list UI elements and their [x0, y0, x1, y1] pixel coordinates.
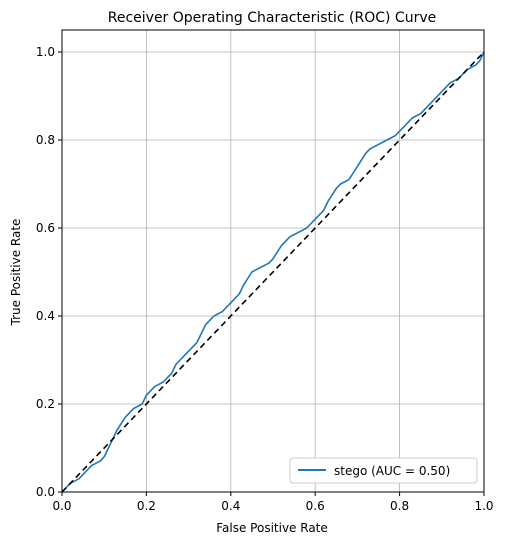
chart-title: Receiver Operating Characteristic (ROC) … [108, 10, 437, 26]
y-tick-label: 0.4 [36, 309, 55, 323]
legend: stego (AUC = 0.50) [289, 457, 478, 484]
x-tick-label: 0.6 [306, 499, 325, 513]
plot-frame [61, 29, 485, 493]
x-tick-label: 1.0 [474, 499, 493, 513]
y-tick-label: 1.0 [36, 45, 55, 59]
legend-label: stego (AUC = 0.50) [334, 464, 450, 478]
y-tick-label: 0.8 [36, 133, 55, 147]
series-layer [61, 51, 485, 493]
y-axis-title: True Positive Rate [9, 219, 23, 327]
legend-box [289, 457, 478, 484]
y-axis-ticks: 0.0 0.2 0.4 0.6 0.8 1.0 [36, 45, 62, 499]
roc-curve-line [61, 51, 485, 493]
y-tick-label: 0.6 [36, 221, 55, 235]
grid [61, 30, 485, 493]
x-axis-title: False Positive Rate [216, 521, 328, 535]
y-tick-label: 0.0 [36, 485, 55, 499]
x-axis-ticks: 0.0 0.2 0.4 0.6 0.8 1.0 [52, 492, 494, 513]
x-tick-label: 0.4 [221, 499, 240, 513]
chance-diagonal-line [61, 51, 485, 493]
x-tick-label: 0.2 [137, 499, 156, 513]
y-tick-label: 0.2 [36, 397, 55, 411]
x-tick-label: 0.8 [390, 499, 409, 513]
x-tick-label: 0.0 [52, 499, 71, 513]
